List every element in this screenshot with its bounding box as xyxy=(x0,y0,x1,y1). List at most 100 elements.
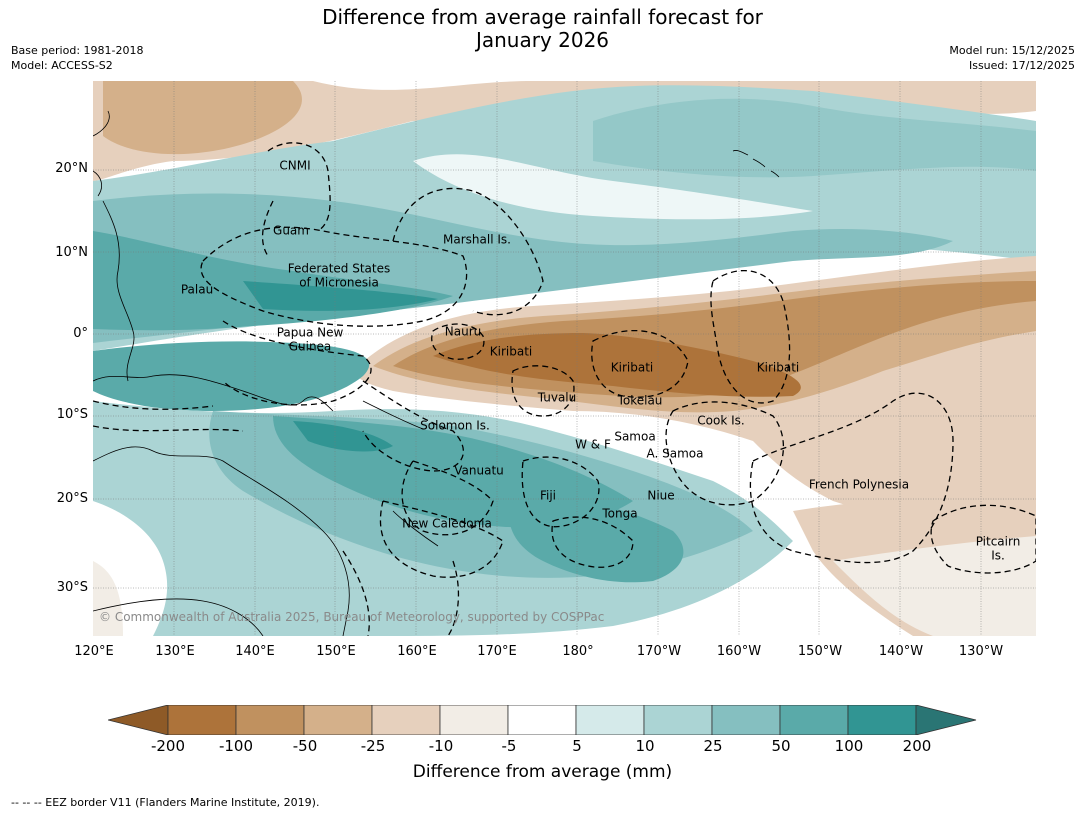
label-guam: Guam xyxy=(273,223,309,238)
eez-solomon-is xyxy=(362,380,465,472)
colorbar-cell xyxy=(439,705,509,735)
rainfall-anomaly-map xyxy=(93,81,1036,636)
colorbar-label: 100 xyxy=(834,737,864,755)
colorbar-extend-high xyxy=(915,705,977,735)
colorbar-label: 200 xyxy=(902,737,932,755)
label-kiribati-gilbert: Kiribati xyxy=(489,344,533,359)
label-tuvalu: Tuvalu xyxy=(537,390,577,405)
coast-solomon-is xyxy=(362,400,424,430)
graticule xyxy=(93,81,1036,636)
coast-philippines xyxy=(102,200,135,382)
colorbar-label: -50 xyxy=(292,737,318,755)
eez-tonga xyxy=(551,516,634,568)
colorbar-cell xyxy=(711,705,781,735)
x-tick-140e: 140°E xyxy=(235,644,275,659)
copyright-notice: © Commonwealth of Australia 2025, Bureau… xyxy=(99,610,605,624)
anomaly-region-solomon-core xyxy=(293,421,393,452)
label-kiribati-phoenix: Kiribati xyxy=(610,360,654,375)
eez-footnote: -- -- -- EEZ border V11 (Flanders Marine… xyxy=(11,796,320,809)
anomaly-region-kiribati-core xyxy=(433,333,801,397)
eez-micronesia xyxy=(200,226,468,327)
colorbar-cell xyxy=(235,705,305,735)
colorbar-label: 50 xyxy=(771,737,791,755)
colorbar-title: Difference from average (mm) xyxy=(412,762,673,782)
coast-hawaii-islands xyxy=(732,150,780,178)
label-samoa: Samoa xyxy=(614,429,656,444)
eez-borders xyxy=(93,142,1036,636)
y-tick-20s: 20°S xyxy=(56,491,88,506)
eez-new-caledonia xyxy=(379,500,504,578)
label-png-line2: Guinea xyxy=(288,339,332,354)
meta-left: Base period: 1981-2018 Model: ACCESS-S2 xyxy=(11,43,143,73)
model-run: Model run: 15/12/2025 xyxy=(949,44,1075,57)
label-pitcairn-line2: Is. xyxy=(991,548,1005,563)
map-panel: © Commonwealth of Australia 2025, Bureau… xyxy=(93,81,1036,636)
colorbar-cell xyxy=(847,705,917,735)
label-palau: Palau xyxy=(180,282,214,297)
eez-marshall-is xyxy=(392,187,544,316)
coast-new-caledonia xyxy=(392,510,439,547)
anomaly-region-hawaii xyxy=(593,98,1036,178)
y-tick-20n: 20°N xyxy=(55,161,88,176)
colorbar xyxy=(108,705,977,735)
label-tokelau: Tokelau xyxy=(617,393,663,408)
y-tick-30s: 30°S xyxy=(56,580,88,595)
eez-pitcairn-is xyxy=(930,504,1036,574)
issued-date: Issued: 17/12/2025 xyxy=(968,59,1075,72)
coastlines xyxy=(93,110,780,636)
label-french-polynesia: French Polynesia xyxy=(808,477,910,492)
label-new-caledonia: New Caledonia xyxy=(402,516,492,531)
eez-fiji xyxy=(521,456,600,528)
x-tick-120e: 120°E xyxy=(74,644,114,659)
colorbar-cell xyxy=(371,705,441,735)
base-period: Base period: 1981-2018 xyxy=(11,44,144,57)
colorbar-label: -25 xyxy=(360,737,386,755)
colorbar-cell xyxy=(779,705,849,735)
colorbar-cell xyxy=(507,705,577,735)
x-tick-150w: 150°W xyxy=(797,644,843,659)
eez-tuvalu xyxy=(511,365,575,417)
model-name: Model: ACCESS-S2 xyxy=(11,59,113,72)
colorbar-label: -10 xyxy=(428,737,454,755)
coast-australia-south xyxy=(93,598,264,636)
eez-kiribati-line xyxy=(710,270,791,404)
eez-cnmi xyxy=(267,142,331,232)
label-cnmi: CNMI xyxy=(279,158,311,173)
x-tick-160e: 160°E xyxy=(397,644,437,659)
colorbar-label: -200 xyxy=(150,737,186,755)
x-tick-170w: 170°W xyxy=(636,644,682,659)
label-vanuatu: Vanuatu xyxy=(454,463,504,478)
coast-new-guinea xyxy=(93,374,334,412)
meta-right: Model run: 15/12/2025 Issued: 17/12/2025 xyxy=(949,43,1075,73)
title-line-1: Difference from average rainfall forecas… xyxy=(322,5,763,29)
eez-png xyxy=(222,320,372,406)
label-fiji: Fiji xyxy=(539,488,557,503)
colorbar-label: 25 xyxy=(703,737,723,755)
label-tonga: Tonga xyxy=(602,506,638,521)
label-nauru: Nauru xyxy=(444,324,482,339)
x-tick-180: 180° xyxy=(562,644,594,659)
y-tick-0: 0° xyxy=(73,326,88,341)
colorbar-label: 10 xyxy=(635,737,655,755)
anomaly-region-central-north-neutral xyxy=(413,154,813,220)
x-tick-160w: 160°W xyxy=(716,644,762,659)
eez-nauru xyxy=(431,323,485,360)
eez-cook-is xyxy=(665,401,785,506)
label-marshall-is: Marshall Is. xyxy=(443,232,511,247)
x-tick-130w: 130°W xyxy=(958,644,1004,659)
label-pitcairn-line1: Pitcairn xyxy=(975,534,1021,549)
colorbar-label: 5 xyxy=(572,737,582,755)
colorbar-label: -5 xyxy=(501,737,517,755)
colorbar-cell xyxy=(167,705,237,735)
colorbar-extend-low xyxy=(108,705,169,735)
anomaly-region-png-wet xyxy=(93,341,370,411)
label-fsm-line1: Federated States xyxy=(287,261,391,276)
colorbar-cell xyxy=(643,705,713,735)
label-png-line1: Papua New xyxy=(276,325,344,340)
y-tick-10s: 10°S xyxy=(56,407,88,422)
anomaly-region-micronesia-core xyxy=(243,281,438,311)
colorbar-label: -100 xyxy=(218,737,254,755)
label-cook-is: Cook Is. xyxy=(697,413,745,428)
coast-australia xyxy=(93,446,350,636)
eez-vanuatu xyxy=(401,460,494,536)
